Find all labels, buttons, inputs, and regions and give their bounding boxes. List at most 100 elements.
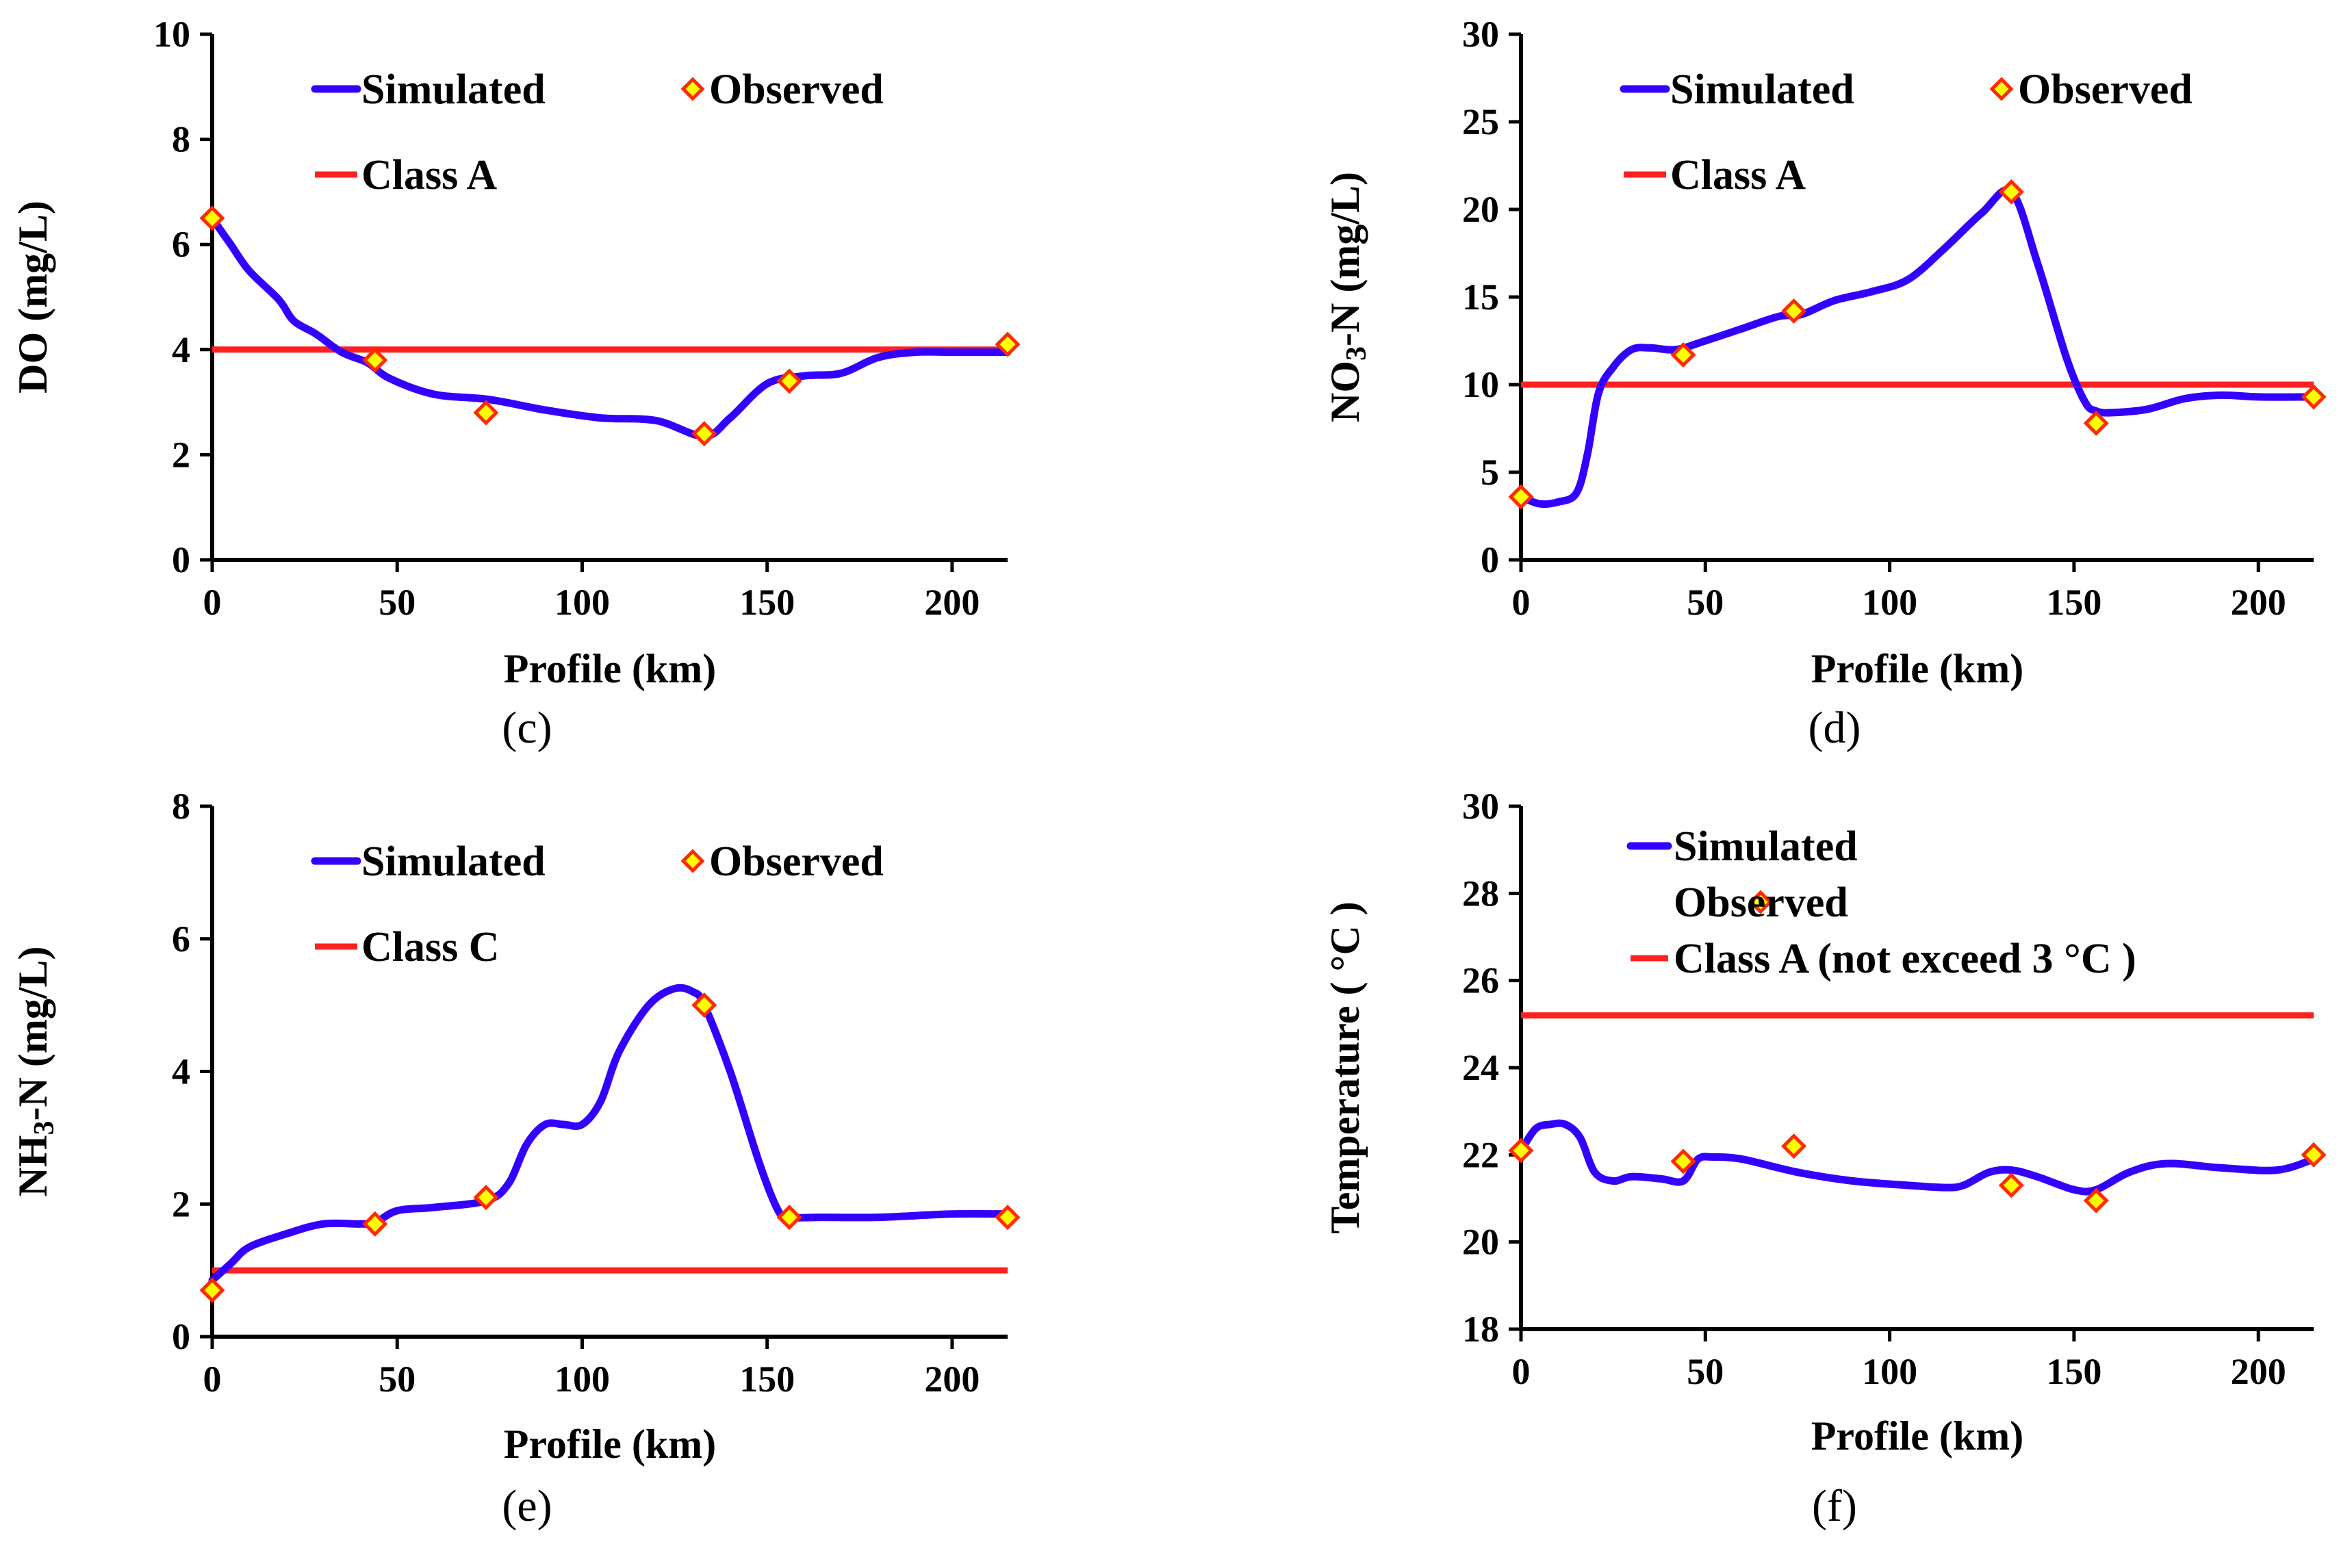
observed-point bbox=[1781, 1133, 1807, 1159]
x-tick-label: 200 bbox=[2231, 1351, 2286, 1392]
y-tick-label: 0 bbox=[172, 1316, 190, 1357]
x-tick-label: 100 bbox=[554, 1359, 610, 1400]
x-tick-label: 150 bbox=[2046, 1351, 2101, 1392]
x-axis-title: Profile (km) bbox=[1811, 646, 2023, 691]
y-tick-label: 6 bbox=[172, 224, 190, 265]
observed-point bbox=[2301, 1142, 2327, 1168]
observed-point bbox=[691, 421, 717, 447]
observed-point bbox=[1781, 298, 1807, 324]
y-tick-label: 4 bbox=[172, 1051, 190, 1092]
observed-point bbox=[2301, 384, 2327, 410]
y-tick-label: 30 bbox=[1462, 786, 1499, 827]
x-tick-label: 150 bbox=[739, 1359, 795, 1400]
y-axis-title: Temperature ( °C ) bbox=[1322, 901, 1368, 1234]
observed-point bbox=[1508, 1138, 1534, 1164]
y-tick-label: 5 bbox=[1481, 452, 1499, 493]
legend-class-label: Class A bbox=[1670, 152, 1806, 198]
y-axis-title: NH3-N (mg/L) bbox=[10, 947, 60, 1197]
observed-point bbox=[199, 1277, 225, 1303]
y-tick-label: 22 bbox=[1462, 1134, 1499, 1175]
y-tick-label: 25 bbox=[1462, 101, 1499, 142]
legend-class-label: Class C bbox=[361, 924, 500, 971]
y-tick-label: 2 bbox=[172, 1183, 190, 1224]
legend-simulated-label: Simulated bbox=[1670, 66, 1854, 113]
y-tick-label: 26 bbox=[1462, 960, 1499, 1001]
x-axis-title: Profile (km) bbox=[504, 646, 716, 691]
chart-panel: 0 5 10 15 20 25 30 0 50 100 150 200 Profile (km) NO3-… bbox=[1322, 14, 2327, 753]
observed-point bbox=[473, 400, 499, 426]
simulated-line bbox=[1517, 186, 2318, 509]
x-axis-title: Profile (km) bbox=[504, 1422, 716, 1467]
chart-panel: 0 2 4 6 8 0 50 100 150 200 Profile (km) NH3-N (mg/L… bbox=[10, 786, 1021, 1531]
x-tick-label: 50 bbox=[379, 582, 416, 623]
y-tick-label: 2 bbox=[172, 434, 190, 475]
y-tick-label: 8 bbox=[172, 119, 190, 160]
x-tick-label: 150 bbox=[739, 582, 795, 623]
legend-observed-swatch bbox=[680, 849, 705, 873]
observed-point bbox=[1670, 342, 1696, 368]
legend-observed-swatch bbox=[680, 77, 705, 101]
legend-simulated-label: Simulated bbox=[361, 66, 546, 113]
observed-point bbox=[776, 368, 802, 394]
y-tick-label: 6 bbox=[172, 918, 190, 960]
x-tick-label: 0 bbox=[1512, 1351, 1531, 1392]
y-tick-label: 30 bbox=[1462, 14, 1499, 55]
y-axis-title-part: -N (mg/L) bbox=[10, 947, 55, 1121]
observed-point bbox=[362, 1211, 388, 1237]
observed-point bbox=[691, 992, 717, 1018]
y-tick-label: 4 bbox=[172, 329, 190, 370]
y-tick-label: 10 bbox=[1462, 364, 1499, 405]
observed-point bbox=[473, 1185, 499, 1211]
legend: Simulated Observed Class A bbox=[311, 66, 884, 198]
y-tick-label: 0 bbox=[172, 539, 190, 580]
legend-observed-label: Observed bbox=[709, 66, 884, 113]
simulated-line bbox=[208, 984, 1012, 1285]
y-axis-title: NO3-N (mg/L) bbox=[1322, 172, 1372, 422]
y-tick-label: 10 bbox=[153, 14, 190, 55]
y-tick-label: 0 bbox=[1481, 539, 1499, 580]
y-axis-title-part: NH bbox=[10, 1135, 55, 1196]
observed-point bbox=[1670, 1148, 1696, 1174]
x-tick-label: 150 bbox=[2046, 582, 2101, 623]
legend-class-label: Class A bbox=[361, 152, 497, 198]
legend-observed-swatch bbox=[1748, 890, 1773, 914]
chart-panel: 18 20 22 24 26 28 30 0 50 100 150 200 Profile (km) Te… bbox=[1322, 786, 2327, 1531]
panel-label: (d) bbox=[1808, 703, 1861, 753]
x-tick-label: 100 bbox=[554, 582, 610, 623]
y-tick-label: 15 bbox=[1462, 277, 1499, 318]
x-tick-label: 50 bbox=[1687, 1351, 1724, 1392]
y-axis-title-subscript: 3 bbox=[29, 1120, 60, 1135]
observed-point bbox=[1998, 1172, 2024, 1198]
y-tick-label: 20 bbox=[1462, 189, 1499, 230]
observed-point bbox=[995, 331, 1021, 357]
observed-point bbox=[2083, 1187, 2109, 1213]
x-tick-label: 100 bbox=[1862, 1351, 1917, 1392]
y-axis-title: DO (mg/L) bbox=[10, 201, 55, 394]
legend-observed-label: Observed bbox=[1674, 879, 1848, 926]
y-tick-label: 28 bbox=[1462, 873, 1499, 914]
observed-point bbox=[362, 347, 388, 373]
x-tick-label: 0 bbox=[203, 582, 222, 623]
legend-simulated-label: Simulated bbox=[361, 838, 546, 885]
y-axis-title-part: NO bbox=[1322, 361, 1368, 422]
y-axis-title-subscript: 3 bbox=[1341, 346, 1372, 361]
observed-point bbox=[1508, 484, 1534, 510]
observed-point bbox=[2083, 410, 2109, 436]
y-tick-label: 20 bbox=[1462, 1222, 1499, 1263]
simulated-line bbox=[208, 214, 1012, 440]
legend-class-label: Class A (not exceed 3 °C ) bbox=[1674, 936, 2136, 982]
x-tick-label: 200 bbox=[924, 1359, 980, 1400]
y-tick-label: 18 bbox=[1462, 1309, 1499, 1350]
legend: Simulated Observed Class A bbox=[1620, 66, 2193, 198]
x-tick-label: 200 bbox=[2231, 582, 2286, 623]
legend-simulated-label: Simulated bbox=[1674, 823, 1858, 870]
y-tick-label: 24 bbox=[1462, 1047, 1499, 1088]
observed-point bbox=[1998, 179, 2024, 205]
panel-label: (f) bbox=[1812, 1481, 1857, 1531]
x-tick-label: 200 bbox=[924, 582, 980, 623]
panel-label: (c) bbox=[502, 703, 552, 753]
x-axis-title: Profile (km) bbox=[1811, 1413, 2023, 1458]
x-tick-label: 50 bbox=[1687, 582, 1724, 623]
observed-point bbox=[199, 205, 225, 231]
